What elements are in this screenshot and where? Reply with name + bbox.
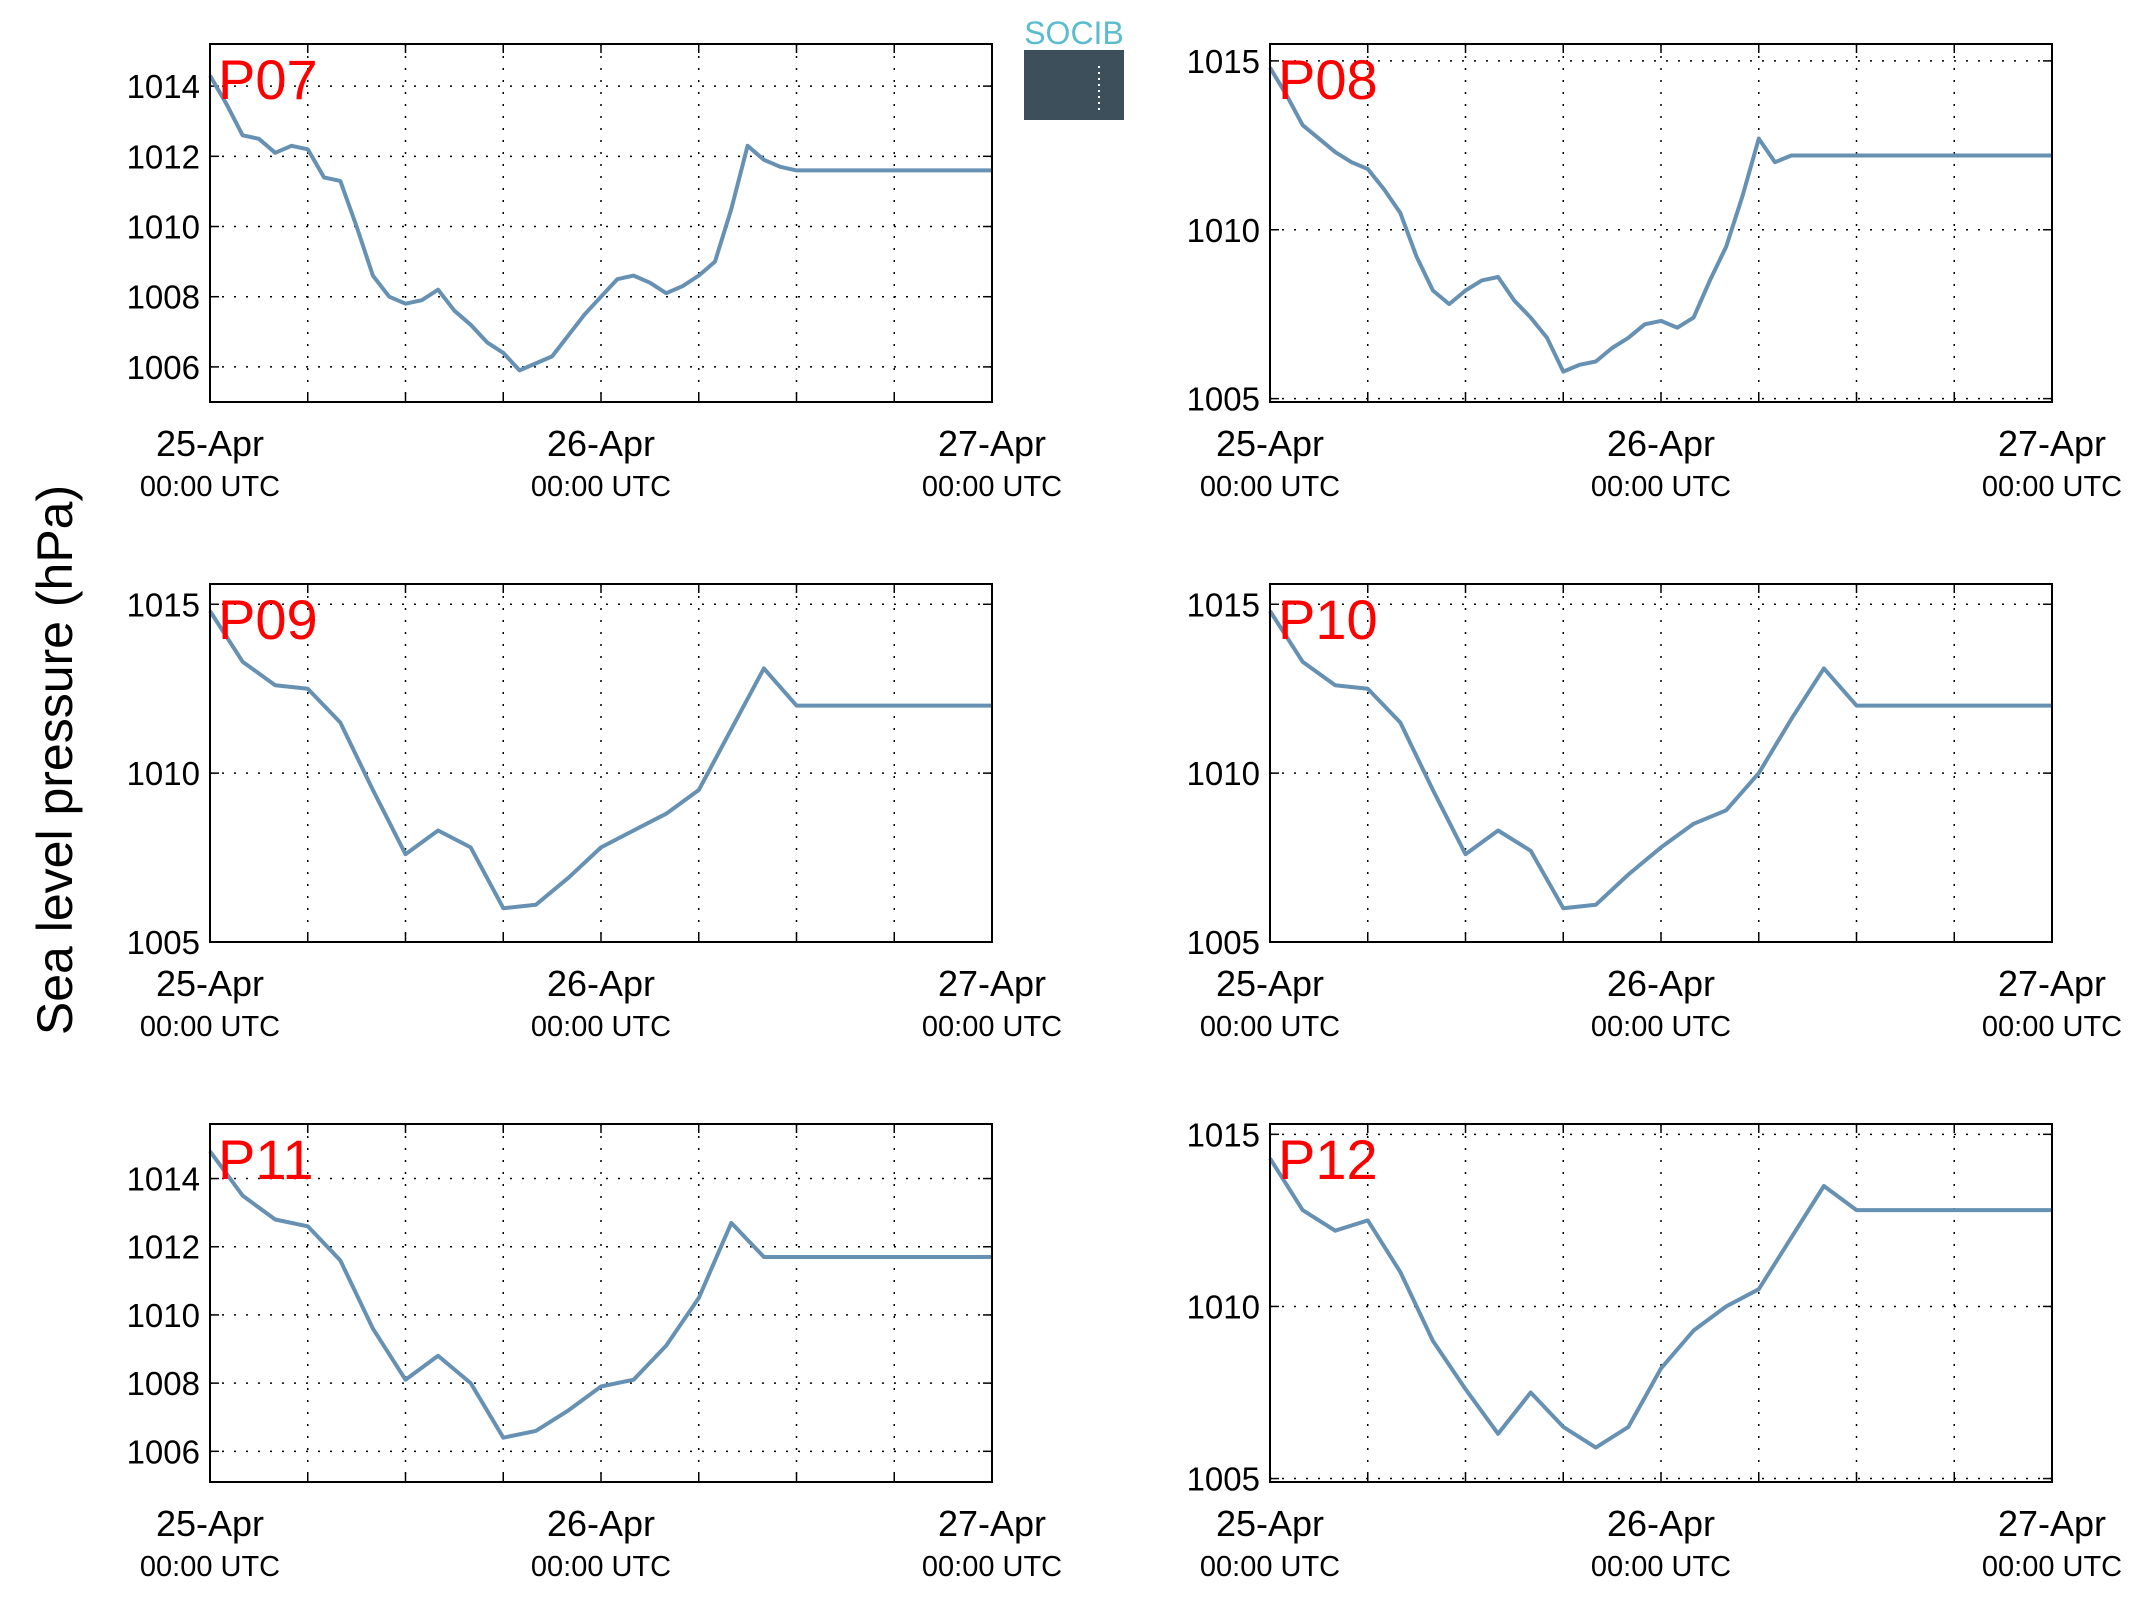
- series-line: [208, 74, 992, 373]
- y-tick-label: 1010: [1187, 755, 1260, 792]
- x-tick-label-time: 00:00 UTC: [922, 1551, 1062, 1583]
- chart-panel-p12: 1005 1010 1015 25-Apr 00:00 UTC 26-Apr 00:00 U…: [1187, 1116, 2123, 1583]
- logo-block: [1024, 50, 1124, 120]
- series-line: [1268, 1157, 2052, 1450]
- x-tick-label-date: 25-Apr: [156, 423, 264, 464]
- x-tick-label-date: 26-Apr: [547, 423, 655, 464]
- logo-text: SOCIB: [1024, 15, 1124, 51]
- x-tick-label-time: 00:00 UTC: [140, 471, 280, 503]
- panel-label: P11: [218, 1128, 313, 1191]
- x-tick-label-date: 25-Apr: [1216, 1503, 1324, 1544]
- x-tick-label-date: 25-Apr: [156, 963, 264, 1004]
- y-tick-label: 1012: [127, 138, 200, 175]
- x-tick-label-time: 00:00 UTC: [531, 471, 671, 503]
- x-tick-label-date: 25-Apr: [156, 1503, 264, 1544]
- x-tick-label-date: 25-Apr: [1216, 963, 1324, 1004]
- x-tick-label-date: 26-Apr: [1607, 963, 1715, 1004]
- chart-panel-p11: 1006 1008 1010 1012 1014 25-Apr 00:00 UTC 26-Ap…: [127, 1123, 1062, 1583]
- x-tick-label-date: 27-Apr: [1998, 423, 2106, 464]
- x-tick-label-time: 00:00 UTC: [922, 471, 1062, 503]
- x-tick-label-date: 26-Apr: [1607, 423, 1715, 464]
- axes-frame: [1269, 1123, 2053, 1483]
- y-tick-label: 1015: [1187, 586, 1260, 623]
- axes-frame: [1269, 43, 2053, 403]
- panel-label: P09: [218, 588, 318, 651]
- x-tick-label-time: 00:00 UTC: [531, 1551, 671, 1583]
- x-tick-label-date: 27-Apr: [1998, 963, 2106, 1004]
- y-tick-label: 1005: [1187, 924, 1260, 961]
- y-axis-label: Sea level pressure (hPa): [27, 485, 83, 1035]
- y-tick-label: 1010: [127, 755, 200, 792]
- x-tick-label-time: 00:00 UTC: [922, 1011, 1062, 1043]
- chart-panel-p09: 1005 1010 1015 25-Apr 00:00 UTC 26-Apr 00:00 U…: [127, 583, 1062, 1043]
- y-tick-label: 1015: [1187, 43, 1260, 80]
- y-tick-label: 1005: [127, 924, 200, 961]
- x-tick-label-date: 27-Apr: [938, 963, 1046, 1004]
- y-tick-label: 1010: [127, 1297, 200, 1334]
- x-tick-label-time: 00:00 UTC: [1200, 471, 1340, 503]
- panel-label: P10: [1278, 588, 1378, 651]
- panel-label: P12: [1278, 1128, 1378, 1191]
- series-line: [208, 609, 992, 911]
- panel-label: P08: [1278, 48, 1378, 111]
- x-tick-label-date: 26-Apr: [1607, 1503, 1715, 1544]
- x-tick-label-date: 27-Apr: [938, 423, 1046, 464]
- x-tick-label-time: 00:00 UTC: [1591, 1011, 1731, 1043]
- x-tick-label-date: 26-Apr: [547, 963, 655, 1004]
- panel-label: P07: [218, 48, 318, 111]
- x-tick-label-date: 27-Apr: [938, 1503, 1046, 1544]
- series-line: [208, 1150, 992, 1440]
- x-tick-label-time: 00:00 UTC: [531, 1011, 671, 1043]
- x-tick-label-time: 00:00 UTC: [1982, 471, 2122, 503]
- chart-panel-p10: 1005 1010 1015 25-Apr 00:00 UTC 26-Apr 00:00 U…: [1187, 583, 2122, 1043]
- y-tick-label: 1015: [1187, 1116, 1260, 1153]
- series-line: [1268, 66, 2052, 374]
- y-tick-label: 1015: [127, 586, 200, 623]
- axes-frame: [209, 1123, 993, 1483]
- y-tick-label: 1010: [127, 209, 200, 246]
- y-tick-label: 1006: [127, 1433, 200, 1470]
- x-tick-label-time: 00:00 UTC: [1982, 1011, 2122, 1043]
- x-tick-label-date: 27-Apr: [1998, 1503, 2106, 1544]
- y-tick-label: 1008: [127, 279, 200, 316]
- x-tick-label-time: 00:00 UTC: [140, 1551, 280, 1583]
- y-tick-label: 1010: [1187, 212, 1260, 249]
- y-tick-label: 1005: [1187, 381, 1260, 418]
- y-tick-label: 1008: [127, 1365, 200, 1402]
- y-tick-label: 1014: [127, 1161, 200, 1198]
- y-tick-label: 1010: [1187, 1288, 1260, 1325]
- socib-logo: SOCIB: [1024, 15, 1124, 120]
- y-tick-label: 1014: [127, 68, 200, 105]
- x-tick-label-time: 00:00 UTC: [1591, 1551, 1731, 1583]
- y-tick-label: 1012: [127, 1229, 200, 1266]
- axes-frame: [209, 43, 993, 403]
- x-tick-label-time: 00:00 UTC: [1982, 1551, 2122, 1583]
- y-tick-label: 1005: [1187, 1461, 1260, 1498]
- series-line: [1268, 609, 2052, 911]
- y-tick-label: 1006: [127, 349, 200, 386]
- x-tick-label-time: 00:00 UTC: [140, 1011, 280, 1043]
- axes-frame: [209, 583, 993, 943]
- axes-frame: [1269, 583, 2053, 943]
- chart-panel-p07: 1006 1008 1010 1012 1014 25-Apr 00:00 UTC 26-Ap…: [127, 43, 1062, 503]
- x-tick-label-date: 25-Apr: [1216, 423, 1324, 464]
- x-tick-label-time: 00:00 UTC: [1200, 1011, 1340, 1043]
- chart-panel-p08: 1005 1010 1015 25-Apr 00:00 UTC 26-Apr 00:00 U…: [1187, 43, 2123, 503]
- x-tick-label-date: 26-Apr: [547, 1503, 655, 1544]
- x-tick-label-time: 00:00 UTC: [1200, 1551, 1340, 1583]
- x-tick-label-time: 00:00 UTC: [1591, 471, 1731, 503]
